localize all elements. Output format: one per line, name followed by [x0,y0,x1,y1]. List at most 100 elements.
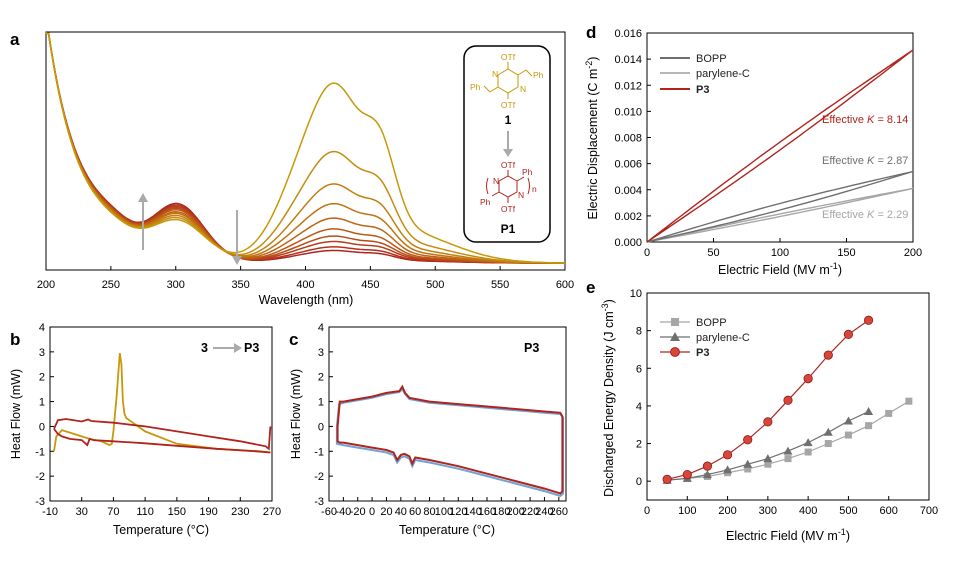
legend-e-label-bopp: BOPP [696,317,727,329]
panel-d-y-label-close: ) [586,57,600,61]
y-tick-label: 4 [318,322,324,334]
panel-e-x-label-sup: -1 [838,527,846,537]
x-tick-label: 260 [550,506,568,518]
reaction-arrow-icon [503,131,513,157]
x-tick-label: 200 [37,279,55,291]
dsc-cycle-trace [336,384,564,495]
parylene-point [763,454,773,463]
panel-e-x-label-close: ) [846,529,850,543]
polymer-n-subscript: n [532,184,537,194]
panel-d-x-label: Electric Field (MV m-1) [718,261,842,277]
polymer-n-top: N [493,176,499,186]
panel-d-y-label-main: Electric Displacement (C m [586,69,600,220]
panel-c-frame [328,326,567,502]
annotation-k-parylene: Effective K = 2.87 [822,155,908,167]
y-tick-label: -2 [35,471,45,483]
panel-b-frame [49,326,273,502]
monomer-otf-bottom: OTf [501,100,516,110]
p3-point [702,461,713,471]
y-tick-label: 0.014 [614,54,642,66]
panel-label-b: b [10,330,20,349]
panel-c-dsc: -60-40-20 0 20 40 60 80 1001201401601802002202… [289,322,568,537]
panel-c-x-label: Temperature (°C) [399,523,495,537]
x-tick-label: 220 [521,506,539,518]
x-tick-label: 160 [478,506,496,518]
panel-e-y-label-main: Discharged Energy Density (J cm [602,311,616,496]
legend-label-p3: P3 [696,84,709,96]
y-tick-label: -1 [314,446,324,458]
parylene-point [723,465,733,474]
panel-label-d: d [586,23,596,42]
de-loop [646,49,914,243]
panel-e-plot: 0 100 200 300 400 500 600 700 0 2 4 6 8 10 [630,288,938,517]
x-tick-label: 40 [395,506,407,518]
y-tick-label: 0.010 [614,106,642,118]
x-tick-label: 230 [231,506,249,518]
annotation-k-p3-symbol: K [867,114,875,126]
monomer-n-bottom: N [520,84,526,94]
y-tick-label: 8 [636,326,642,338]
y-tick-label: -3 [314,496,324,508]
x-tick-label: 250 [102,279,120,291]
annotation-k-bopp: Effective K = 2.29 [822,209,908,221]
monomer-label: 1 [505,113,512,127]
y-tick-label: 0.000 [614,237,642,249]
y-tick-label: -3 [35,496,45,508]
x-tick-label: 100 [435,506,453,518]
decrease-arrow-icon [232,210,242,265]
panel-e-x-label: Electric Field (MV m-1) [726,527,850,543]
x-tick-label: 450 [361,279,379,291]
bopp-point [905,397,913,405]
annotation-k-parylene-value: = 2.87 [874,155,908,167]
x-tick-label: 0 [644,247,650,259]
panel-d-y-label: Electric Displacement (C m-2) [584,57,600,220]
bopp-point [744,465,752,473]
annotation-k-bopp-prefix: Effective [822,209,867,221]
x-tick-label: -10 [42,506,58,518]
panel-c-plot: -60-40-20 0 20 40 60 80 1001201401601802002202… [314,322,568,518]
monomer-otf-top: OTf [501,52,516,62]
y-tick-label: 2 [318,372,324,384]
panel-e-frame [646,292,930,501]
de-loop [646,170,914,243]
annotation-k-parylene-symbol: K [867,155,875,167]
x-tick-label: 240 [535,506,553,518]
x-tick-label: 120 [449,506,467,518]
x-tick-label: 300 [759,505,777,517]
panel-d-plot: 0 50 100 150 200 0.000 0.002 0.004 0.006 0.008 0.0… [614,28,922,259]
y-tick-label: 3 [318,347,324,359]
panel-e-legend: BOPP parylene-C P3 [660,317,750,359]
y-tick-label: 0 [39,421,45,433]
p3-point [743,435,753,445]
p3-point [843,329,854,339]
monomer-structure-icon [483,62,533,99]
x-tick-label: 200 [718,505,736,517]
p3-point [763,417,773,427]
x-tick-label: 110 [136,506,154,518]
x-tick-label: 0 [644,505,650,517]
dsc-trace [53,428,271,454]
x-tick-label: 60 [409,506,421,518]
annotation-k-parylene-prefix: Effective [822,155,867,167]
y-tick-label: 2 [636,439,642,451]
y-tick-label: 10 [630,288,642,300]
panel-d-displacement: 0 50 100 150 200 0.000 0.002 0.004 0.006 0.008 0.0… [584,28,922,277]
panel-b-arrow-icon [213,343,242,353]
x-tick-label: 70 [107,506,119,518]
parylene-point [864,407,874,416]
y-tick-label: 2 [39,372,45,384]
panel-b-title-start: 3 [201,341,208,355]
parylene-point [843,416,853,425]
panel-d-legend: BOPP parylene-C P3 [660,53,750,96]
panel-label-e: e [586,278,595,297]
legend-label-bopp: BOPP [696,53,727,65]
x-tick-label: 600 [556,279,574,291]
p3-point [662,474,672,484]
annotation-k-bopp-symbol: K [867,209,875,221]
polymer-ph-left: Ph [480,197,491,207]
p3-point [863,315,874,325]
polymer-n-bottom: N [518,190,524,200]
panel-d-x-label-main: Electric Field (MV m [718,263,830,277]
polymer-ph-right: Ph [522,167,533,177]
